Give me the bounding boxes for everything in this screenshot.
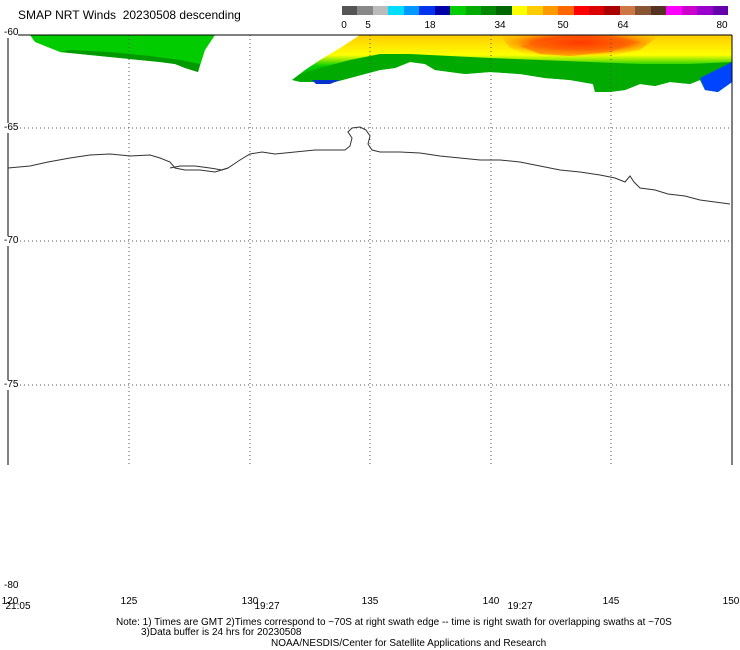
coastline <box>7 126 731 205</box>
wind-swath-blue-left <box>312 80 340 84</box>
lon-label: 140 <box>482 596 500 607</box>
colorbar-segment <box>635 6 651 15</box>
coastline-inlet <box>169 165 229 171</box>
colorbar-segment <box>573 6 589 15</box>
colorbar-segment <box>697 6 713 15</box>
swath-time-label: 19:27 <box>507 601 533 612</box>
lat-label: -60 <box>4 27 19 38</box>
wind-swath-orange <box>520 38 640 56</box>
colorbar-segment <box>434 6 451 15</box>
colorbar-segment <box>465 6 481 15</box>
wind-swath-blue-right <box>700 62 732 92</box>
colorbar-segment <box>527 6 543 15</box>
lon-label: 120 <box>1 596 19 607</box>
colorbar-segment <box>650 6 667 15</box>
lat-label: -70 <box>4 235 19 246</box>
colorbar-segment <box>666 6 682 15</box>
colorbar-segment <box>496 6 512 15</box>
colorbar-segment <box>388 6 404 15</box>
colorbar-tick: 5 <box>365 20 371 31</box>
colorbar-tick: 18 <box>424 20 436 31</box>
colorbar-segment <box>357 6 373 15</box>
credit-line: NOAA/NESDIS/Center for Satellite Applica… <box>271 638 547 649</box>
colorbar-tick: 64 <box>617 20 629 31</box>
colorbar-tick: 34 <box>494 20 506 31</box>
lat-label: -65 <box>4 122 19 133</box>
lat-label: -80 <box>4 580 19 591</box>
lon-label: 130 <box>241 596 259 607</box>
colorbar-segment <box>480 6 497 15</box>
plot-title: SMAP NRT Winds 20230508 descending <box>18 8 241 22</box>
note-line-2: 3)Data buffer is 24 hrs for 20230508 <box>141 627 302 638</box>
colorbar-segment <box>342 6 358 15</box>
wind-swath-left-dark <box>60 50 200 72</box>
colorbar-segment <box>372 6 389 15</box>
lat-label: -75 <box>4 379 19 390</box>
lon-label: 125 <box>120 596 138 607</box>
colorbar-segment <box>712 6 728 15</box>
colorbar-segment <box>681 6 698 15</box>
wind-swath-green-band <box>292 54 732 92</box>
swath-time-label: 21:05 <box>5 601 31 612</box>
lon-label: 135 <box>361 596 379 607</box>
colorbar-tick: 80 <box>716 20 728 31</box>
colorbar-segment <box>619 6 636 15</box>
colorbar-segment <box>450 6 466 15</box>
colorbar-segment <box>589 6 605 15</box>
note-line-1: Note: 1) Times are GMT 2)Times correspon… <box>116 617 672 628</box>
colorbar-tick: 0 <box>341 20 347 31</box>
colorbar-segment <box>558 6 574 15</box>
colorbar <box>342 6 728 15</box>
lon-label: 150 <box>722 596 740 607</box>
colorbar-segment <box>542 6 559 15</box>
colorbar-tick: 50 <box>557 20 569 31</box>
lon-label: 145 <box>602 596 620 607</box>
map-frame <box>7 34 733 465</box>
colorbar-segment <box>419 6 435 15</box>
map-grid <box>8 35 732 465</box>
colorbar-segment <box>403 6 420 15</box>
swath-time-label: 19:27 <box>254 601 280 612</box>
colorbar-segment <box>511 6 528 15</box>
colorbar-segment <box>604 6 620 15</box>
